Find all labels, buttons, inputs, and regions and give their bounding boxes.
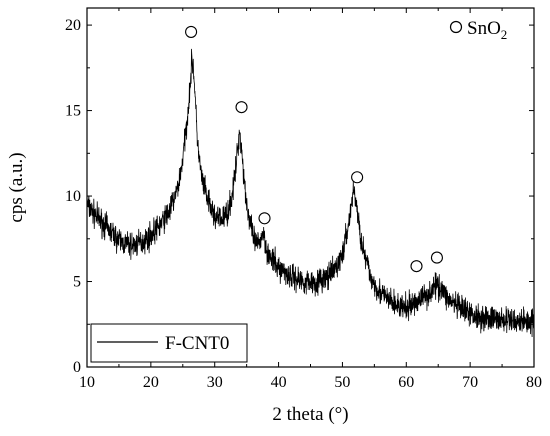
x-axis-title: 2 theta (°) xyxy=(272,404,348,425)
peak-marker xyxy=(185,25,198,38)
peak-marker xyxy=(351,171,364,184)
peak-marker xyxy=(258,212,271,225)
x-tick-label: 10 xyxy=(79,374,95,391)
series-line-0 xyxy=(86,48,535,338)
marker-key-label: SnO2 xyxy=(467,18,507,42)
legend-box xyxy=(90,323,248,363)
x-tick-label: 70 xyxy=(462,374,478,391)
y-tick-label: 0 xyxy=(73,359,81,376)
axes: 10 20 30 40 50 60 70 80 0 5 10 15 20 xyxy=(65,7,542,391)
marker-key-subscript: 2 xyxy=(501,27,508,42)
y-tick-label: 10 xyxy=(65,188,81,205)
x-tick-label: 80 xyxy=(526,374,542,391)
x-tick-label: 30 xyxy=(207,374,223,391)
legend: F-CNT0 xyxy=(90,323,248,363)
peak-marker-layer xyxy=(185,25,443,273)
series-layer xyxy=(86,48,535,338)
open-circle-icon xyxy=(449,20,463,34)
x-tick-label: 60 xyxy=(398,374,414,391)
y-axis-title: cps (a.u.) xyxy=(6,152,27,222)
peak-marker xyxy=(235,101,248,114)
peak-marker xyxy=(430,251,443,264)
y-tick-label: 15 xyxy=(65,103,81,120)
x-tick-label: 20 xyxy=(143,374,159,391)
y-tick-label: 20 xyxy=(65,17,81,34)
legend-entry: F-CNT0 xyxy=(165,333,229,354)
marker-key: SnO2 xyxy=(449,18,507,42)
x-tick-label: 40 xyxy=(271,374,287,391)
peak-marker xyxy=(410,260,423,273)
marker-key-formula: SnO xyxy=(467,18,501,39)
x-tick-label: 50 xyxy=(334,374,350,391)
y-tick-label: 5 xyxy=(73,274,81,291)
